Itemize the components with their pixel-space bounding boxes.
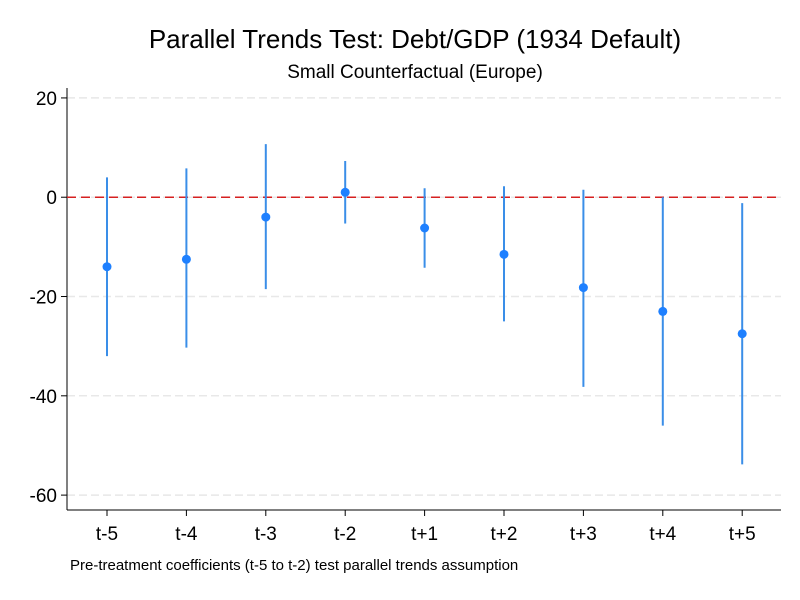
x-tick-label: t-5 xyxy=(96,524,118,545)
y-tick-label: -40 xyxy=(30,387,57,408)
x-tick-label: t+5 xyxy=(729,524,756,545)
y-tick-label: 0 xyxy=(46,188,57,209)
x-tick-label: t+4 xyxy=(649,524,676,545)
point-estimate xyxy=(578,283,588,293)
y-tick-label: -20 xyxy=(30,288,57,309)
point-estimate xyxy=(181,254,191,264)
point-estimate xyxy=(102,262,112,272)
point-estimate xyxy=(737,329,747,339)
chart-note: Pre-treatment coefficients (t-5 to t-2) … xyxy=(70,557,519,574)
x-tick-label: t+1 xyxy=(411,524,438,545)
point-estimate xyxy=(420,223,430,233)
x-tick-label: t-4 xyxy=(175,524,198,545)
point-estimate xyxy=(658,306,668,316)
x-tick-label: t-2 xyxy=(334,524,356,545)
point-estimate xyxy=(340,187,350,197)
point-estimate xyxy=(261,212,271,222)
chart-title: Parallel Trends Test: Debt/GDP (1934 Def… xyxy=(148,24,682,54)
x-tick-label: t-3 xyxy=(255,524,277,545)
chart-subtitle: Small Counterfactual (Europe) xyxy=(287,62,543,83)
x-tick-label: t+3 xyxy=(570,524,597,545)
y-tick-label: 20 xyxy=(36,89,57,110)
y-tick-label: -60 xyxy=(30,486,57,507)
x-tick-label: t+2 xyxy=(491,524,518,545)
point-estimate xyxy=(499,249,509,259)
